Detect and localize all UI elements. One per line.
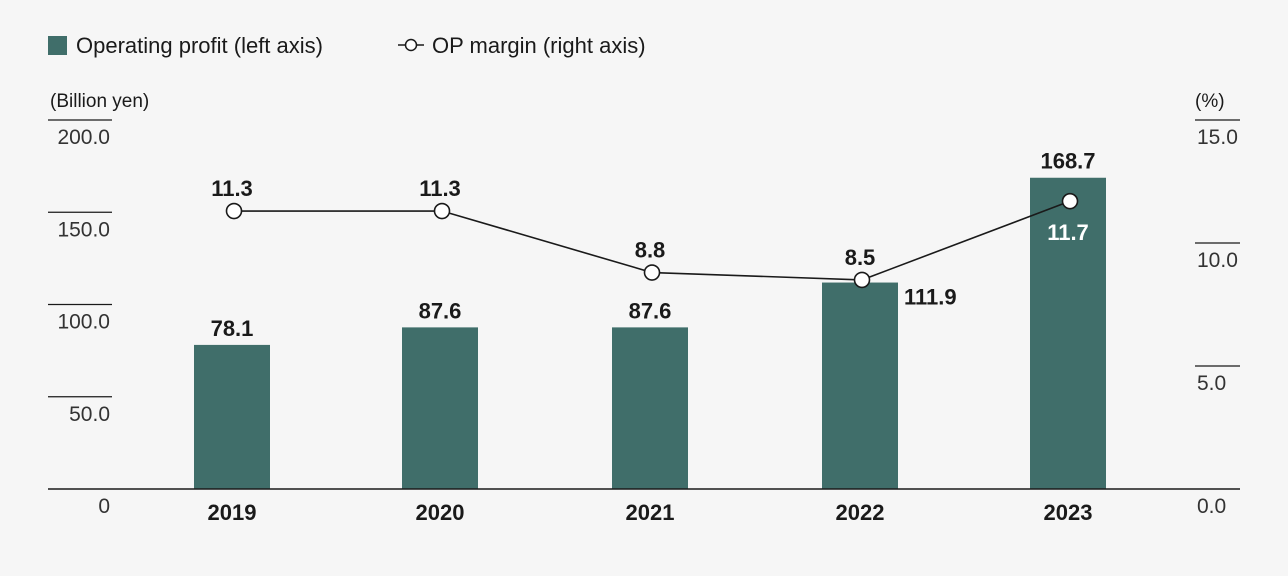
bar-value-label: 78.1 <box>211 316 254 341</box>
bar-value-label: 87.6 <box>419 298 462 323</box>
margin-value-label: 11.3 <box>419 176 461 201</box>
margin-marker-2021 <box>643 264 661 281</box>
legend-line-marker <box>404 38 418 52</box>
bar-2021 <box>612 327 688 489</box>
right-tick-label: 5.0 <box>1197 372 1226 395</box>
legend-line-label: OP margin (right axis) <box>432 33 646 58</box>
left-tick-label: 100.0 <box>57 311 110 334</box>
margin-marker-2020 <box>433 202 451 220</box>
bar-2019 <box>194 344 270 489</box>
right-axis-unit: (%) <box>1195 91 1225 112</box>
left-tick-label: 0 <box>98 495 110 518</box>
left-tick-label: 200.0 <box>57 126 110 149</box>
bar-value-label: 87.6 <box>629 298 672 323</box>
margin-marker-2023 <box>1061 192 1079 210</box>
right-tick-label: 0.0 <box>1197 495 1226 518</box>
category-label: 2021 <box>626 500 675 525</box>
legend: Operating profit (left axis) OP margin (… <box>48 33 646 58</box>
bar-2020 <box>402 327 478 489</box>
bar-2023 <box>1030 177 1106 489</box>
right-tick-label: 15.0 <box>1197 126 1238 149</box>
legend-bar-label: Operating profit (left axis) <box>76 33 323 58</box>
margin-marker-2022 <box>853 271 871 289</box>
right-tick-label: 10.0 <box>1197 249 1238 272</box>
category-label: 2020 <box>416 500 465 525</box>
margin-marker-2019 <box>225 202 243 220</box>
left-axis-unit: (Billion yen) <box>50 91 149 112</box>
bar-2022 <box>822 282 898 489</box>
category-axis: 2019 2020 2021 2022 2023 <box>208 500 1093 525</box>
line-series: 11.3 11.3 8.8 8.5 11.7 <box>211 176 1089 289</box>
margin-value-label: 8.5 <box>845 245 876 270</box>
bar-series: 78.1 87.6 87.6 111.9 168.7 <box>194 149 1106 489</box>
left-tick-label: 50.0 <box>69 403 110 426</box>
category-label: 2023 <box>1044 500 1093 525</box>
legend-bar-swatch <box>48 36 67 55</box>
margin-value-label: 11.3 <box>211 176 253 201</box>
left-tick-label: 150.0 <box>57 218 110 241</box>
category-label: 2019 <box>208 500 257 525</box>
right-axis: 0.0 5.0 10.0 15.0 <box>1195 119 1240 518</box>
margin-value-label: 11.7 <box>1047 220 1089 245</box>
left-axis: 0 50.0 100.0 150.0 200.0 <box>48 119 112 518</box>
category-label: 2022 <box>836 500 885 525</box>
margin-value-label: 8.8 <box>635 238 666 263</box>
bar-value-label: 111.9 <box>904 285 957 310</box>
bar-value-label: 168.7 <box>1040 149 1095 174</box>
